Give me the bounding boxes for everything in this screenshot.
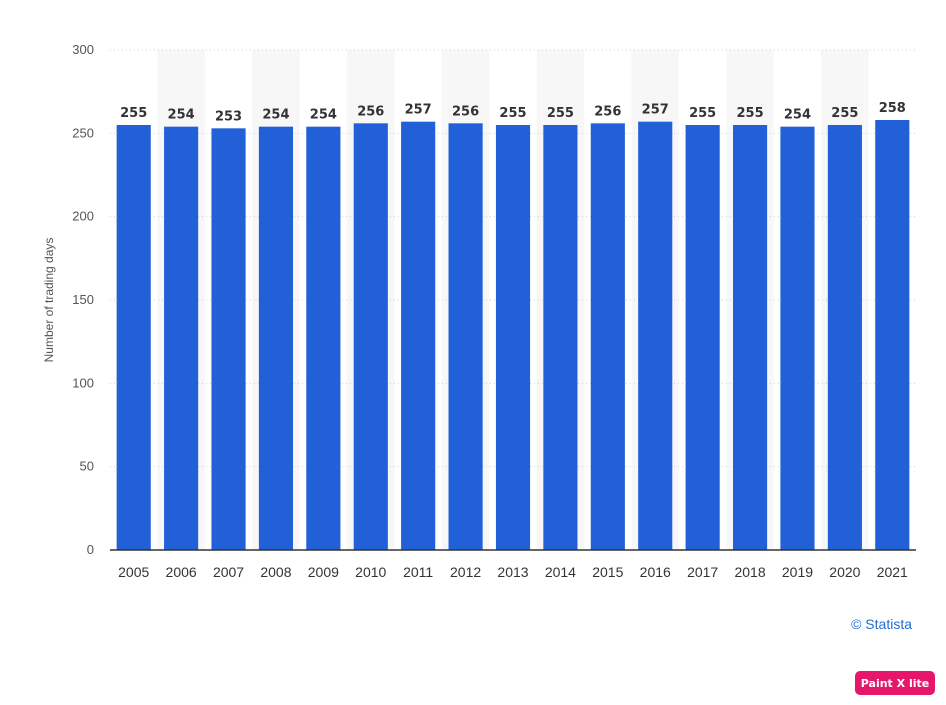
bar[interactable] [448,123,483,550]
data-label: 254 [310,108,337,123]
x-tick-label: 2010 [355,564,386,580]
x-tick-label: 2016 [640,564,671,580]
bar[interactable] [353,123,388,550]
data-label: 255 [736,106,763,121]
x-tick-label: 2012 [450,564,481,580]
data-label: 255 [689,106,716,121]
x-tick-label: 2017 [687,564,718,580]
x-tick-label: 2006 [166,564,197,580]
data-label: 253 [215,109,242,124]
y-tick-label: 100 [72,375,94,390]
bar[interactable] [258,126,294,551]
data-label: 254 [168,108,195,123]
data-label: 255 [499,106,526,121]
data-label: 258 [879,101,906,116]
y-tick-label: 150 [72,292,94,307]
bar[interactable] [875,120,910,550]
x-tick-label: 2014 [545,564,576,580]
y-tick-label: 200 [72,209,94,224]
bar[interactable] [306,126,341,551]
bar[interactable] [827,125,862,550]
data-label: 256 [357,104,384,119]
y-axis-label: Number of trading days [42,238,56,363]
data-label: 256 [594,104,621,119]
bar[interactable] [732,125,768,550]
bar[interactable] [780,126,815,551]
x-tick-label: 2013 [497,564,528,580]
data-label: 256 [452,104,479,119]
data-label: 257 [642,103,669,118]
bars [116,120,910,551]
y-axis-ticks: 0 50 100 150 200 250 300 [72,42,94,557]
x-tick-label: 2015 [592,564,623,580]
x-axis-ticks: 2005 2006 2007 2008 2009 2010 2011 2012 2013 2014… [118,564,908,580]
y-tick-label: 0 [87,542,94,557]
bar[interactable] [401,121,436,551]
y-tick-label: 300 [72,42,94,57]
y-tick-label: 250 [72,125,94,140]
x-tick-label: 2005 [118,564,149,580]
x-tick-label: 2021 [877,564,908,580]
x-tick-label: 2008 [260,564,291,580]
x-tick-label: 2011 [403,564,433,580]
data-label: 254 [784,108,811,123]
paint-x-lite-badge[interactable]: Paint X lite [855,671,935,695]
y-tick-label: 50 [80,459,94,474]
x-tick-label: 2020 [829,564,860,580]
bar[interactable] [116,125,151,550]
data-label: 254 [262,108,289,123]
x-tick-label: 2018 [734,564,765,580]
data-label: 255 [120,106,147,121]
x-tick-label: 2009 [308,564,339,580]
bar[interactable] [543,125,578,550]
bar[interactable] [685,125,720,550]
statista-credit-link[interactable]: © Statista [851,616,912,632]
data-label: 255 [831,106,858,121]
x-tick-label: 2007 [213,564,244,580]
bar[interactable] [164,126,199,551]
bar[interactable] [638,121,673,551]
data-label: 255 [547,106,574,121]
bar[interactable] [211,128,246,551]
data-labels: 255 254 253 254 254 256 257 256 255 255 256 257 255 2… [120,101,906,124]
data-label: 257 [405,103,432,118]
bar[interactable] [590,123,625,550]
bar[interactable] [495,125,531,550]
x-tick-label: 2019 [782,564,813,580]
